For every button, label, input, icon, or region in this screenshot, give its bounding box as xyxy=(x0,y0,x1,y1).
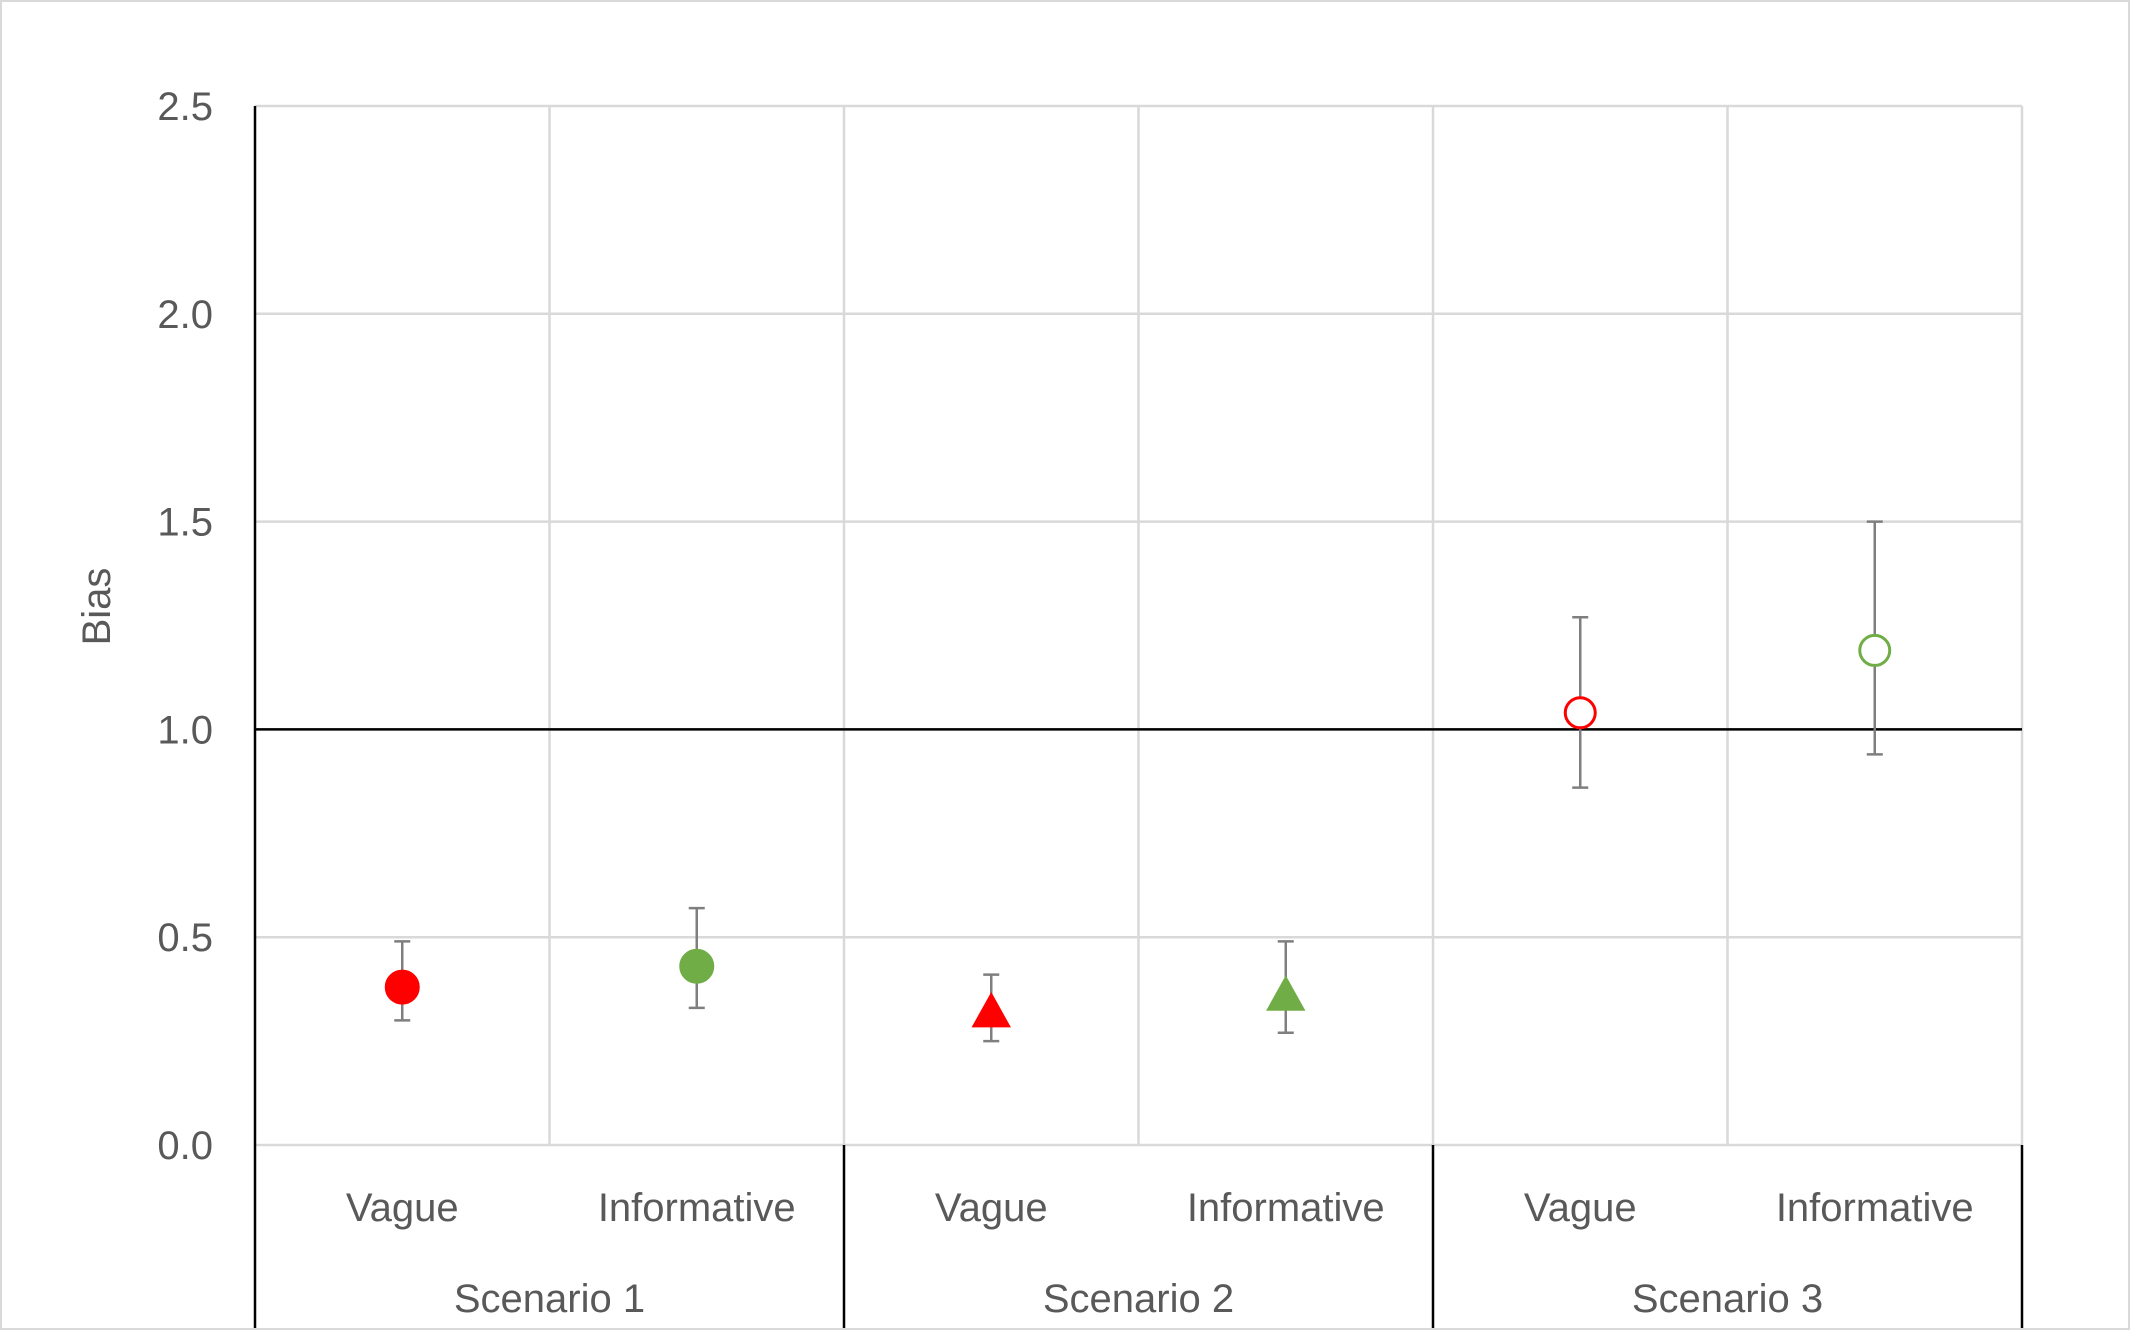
group-label: Scenario 2 xyxy=(1043,1277,1234,1321)
category-labels: Vague Informative Scenario 1 Vague Informati… xyxy=(346,1186,1974,1321)
data-point-circle-hollow xyxy=(1563,696,1597,730)
y-axis-title: Bias xyxy=(75,568,119,646)
data-point-triangle xyxy=(971,991,1011,1028)
category-label: Informative xyxy=(598,1186,796,1230)
y-tick-label: 2.5 xyxy=(157,85,213,129)
axis-layer xyxy=(253,106,2024,1328)
y-tick-label: 1.5 xyxy=(157,501,213,545)
category-label: Vague xyxy=(346,1186,459,1230)
y-tick-label: 2.0 xyxy=(157,293,213,337)
category-label: Vague xyxy=(935,1186,1048,1230)
y-tick-label: 0.5 xyxy=(157,916,213,960)
data-point-triangle xyxy=(1266,975,1306,1011)
data-points xyxy=(384,633,1892,1028)
group-label: Scenario 3 xyxy=(1632,1277,1823,1321)
data-point-circle-hollow xyxy=(1858,633,1892,667)
y-tick-label: 0.0 xyxy=(157,1124,213,1168)
data-point-circle xyxy=(384,969,420,1005)
group-label: Scenario 1 xyxy=(454,1277,645,1321)
y-tick-label: 1.0 xyxy=(157,708,213,752)
data-point-circle xyxy=(679,948,715,984)
category-label: Vague xyxy=(1524,1186,1637,1230)
y-tick-labels: 0.0 0.5 1.0 1.5 2.0 2.5 xyxy=(157,85,213,1168)
category-label: Informative xyxy=(1187,1186,1385,1230)
category-label: Informative xyxy=(1776,1186,1974,1230)
